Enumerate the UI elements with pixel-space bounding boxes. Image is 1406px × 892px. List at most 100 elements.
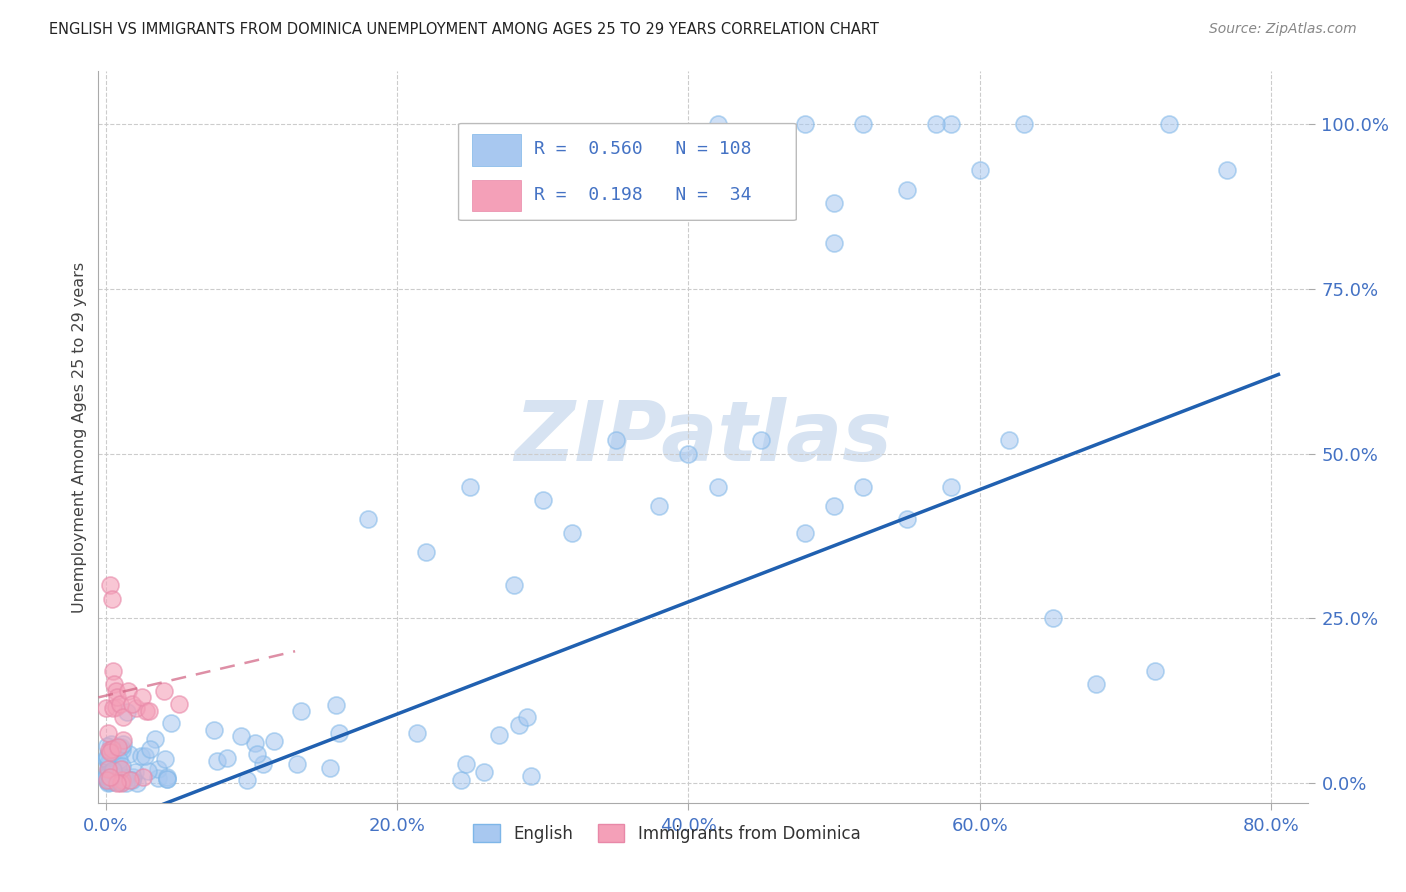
Point xyxy=(561,525,583,540)
Point xyxy=(103,768,125,782)
Point xyxy=(104,769,127,783)
Point xyxy=(105,776,128,790)
Point xyxy=(896,512,918,526)
Point xyxy=(1143,664,1166,678)
Point xyxy=(167,697,190,711)
Point xyxy=(98,755,121,769)
Point xyxy=(531,492,554,507)
Point xyxy=(121,697,143,711)
Point xyxy=(1042,611,1064,625)
Point xyxy=(98,772,121,787)
Point xyxy=(100,737,122,751)
Point xyxy=(110,775,132,789)
Point xyxy=(852,479,875,493)
Point xyxy=(111,772,134,787)
Point xyxy=(98,770,121,784)
Text: Source: ZipAtlas.com: Source: ZipAtlas.com xyxy=(1209,22,1357,37)
Point xyxy=(450,773,472,788)
Point xyxy=(98,774,121,789)
Point xyxy=(129,749,152,764)
Point xyxy=(107,740,129,755)
Point xyxy=(246,747,269,761)
Point xyxy=(98,745,121,759)
Point xyxy=(648,163,671,178)
Point xyxy=(96,773,118,788)
Point xyxy=(678,446,700,460)
Point xyxy=(96,739,118,754)
Point xyxy=(125,776,148,790)
Point xyxy=(454,757,477,772)
Point xyxy=(115,775,138,789)
Point xyxy=(108,772,131,786)
Point xyxy=(328,726,350,740)
Point xyxy=(823,500,845,514)
Point xyxy=(124,764,146,779)
Point xyxy=(98,748,121,763)
Point xyxy=(131,690,153,705)
Text: ENGLISH VS IMMIGRANTS FROM DOMINICA UNEMPLOYMENT AMONG AGES 25 TO 29 YEARS CORRE: ENGLISH VS IMMIGRANTS FROM DOMINICA UNEM… xyxy=(49,22,879,37)
Point xyxy=(472,764,495,779)
Point xyxy=(153,683,176,698)
Point xyxy=(415,545,437,559)
Point xyxy=(101,752,124,766)
Point xyxy=(96,770,118,784)
Point xyxy=(105,690,128,705)
Point xyxy=(103,677,125,691)
Point xyxy=(101,767,124,781)
Point xyxy=(121,773,143,788)
Point xyxy=(823,235,845,250)
Point xyxy=(97,771,120,785)
Point xyxy=(135,704,157,718)
Point xyxy=(160,715,183,730)
Point xyxy=(100,774,122,789)
Point xyxy=(749,434,772,448)
Text: ZIPatlas: ZIPatlas xyxy=(515,397,891,477)
Point xyxy=(939,479,962,493)
Point xyxy=(749,150,772,164)
Point xyxy=(98,578,121,592)
Point xyxy=(458,479,481,493)
Point xyxy=(706,479,728,493)
Point xyxy=(101,742,124,756)
Point xyxy=(285,756,308,771)
Point xyxy=(118,747,141,761)
Point xyxy=(252,757,274,772)
Point xyxy=(120,772,142,787)
Point xyxy=(1216,163,1239,178)
Point xyxy=(112,737,135,751)
Point xyxy=(520,769,543,783)
Point xyxy=(139,742,162,756)
Point xyxy=(98,755,121,769)
Point xyxy=(97,726,120,740)
Point xyxy=(1159,117,1181,131)
Point xyxy=(98,743,121,757)
Point xyxy=(96,773,118,788)
Point xyxy=(96,752,118,766)
Point xyxy=(104,774,127,789)
Point xyxy=(939,117,962,131)
Point xyxy=(823,196,845,211)
Point xyxy=(111,759,134,773)
Point xyxy=(852,117,875,131)
Point xyxy=(998,434,1021,448)
Point xyxy=(153,752,176,766)
Point xyxy=(236,772,259,787)
Point xyxy=(104,683,127,698)
Point xyxy=(706,117,728,131)
Point xyxy=(96,701,118,715)
Point xyxy=(319,761,342,775)
Point xyxy=(111,774,134,789)
Point xyxy=(97,763,120,777)
Point xyxy=(143,732,166,747)
Point xyxy=(101,764,124,778)
Point xyxy=(103,775,125,789)
Point xyxy=(205,754,228,768)
Point xyxy=(148,771,170,785)
Point xyxy=(925,117,948,131)
Y-axis label: Unemployment Among Ages 25 to 29 years: Unemployment Among Ages 25 to 29 years xyxy=(72,261,87,613)
Point xyxy=(111,743,134,757)
Point xyxy=(648,500,671,514)
Point xyxy=(110,697,132,711)
Point xyxy=(105,700,128,714)
Point xyxy=(290,704,312,718)
